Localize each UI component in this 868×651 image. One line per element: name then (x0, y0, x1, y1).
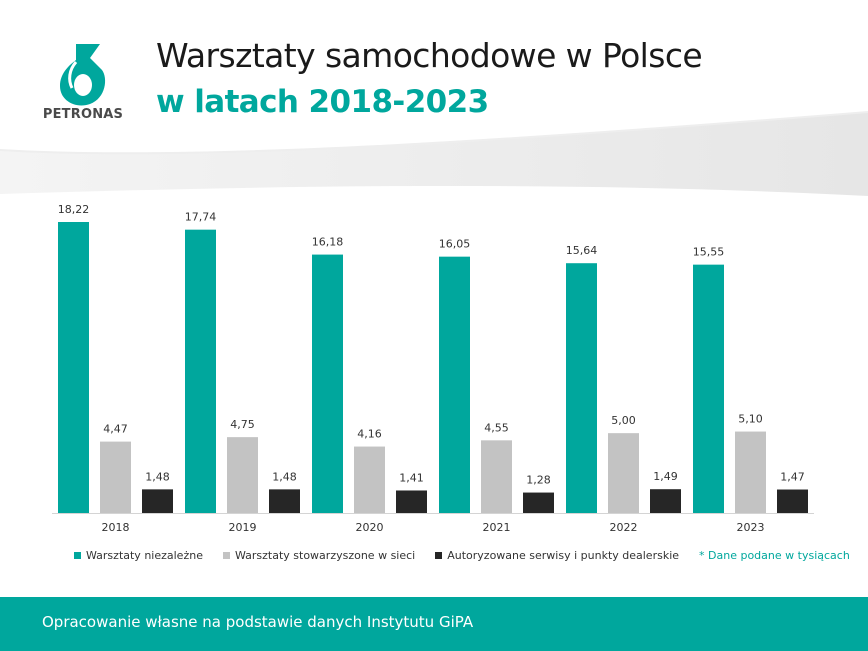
x-tick-label-2021: 2021 (483, 521, 511, 534)
chart-legend: Warsztaty niezależne Warsztaty stowarzys… (74, 549, 850, 562)
page-subtitle: w latach 2018-2023 (156, 84, 489, 120)
data-label-network-2023: 5,10 (738, 413, 763, 426)
bar-independent-2020 (312, 254, 343, 513)
data-label-independent-2018: 18,22 (58, 203, 90, 216)
bar-authorized-2019 (269, 489, 300, 513)
brand-name: PETRONAS (42, 107, 124, 122)
bar-authorized-2022 (650, 489, 681, 513)
data-label-network-2019: 4,75 (230, 418, 255, 431)
data-label-network-2021: 4,55 (484, 421, 509, 434)
x-tick-label-2020: 2020 (356, 521, 384, 534)
data-label-network-2018: 4,47 (103, 423, 128, 436)
legend-item-authorized: Autoryzowane serwisy i punkty dealerskie (435, 549, 679, 562)
legend-swatch-authorized (435, 552, 443, 559)
data-label-authorized-2018: 1,48 (145, 470, 170, 483)
bar-independent-2018 (58, 222, 89, 513)
data-label-authorized-2021: 1,28 (526, 474, 551, 487)
bar-independent-2022 (566, 263, 597, 513)
legend-item-network: Warsztaty stowarzyszone w sieci (222, 549, 416, 562)
data-label-network-2022: 5,00 (611, 414, 636, 427)
bar-independent-2023 (693, 264, 724, 513)
petronas-logo-icon (60, 44, 106, 106)
bar-network-2020 (354, 446, 385, 513)
bar-authorized-2020 (396, 490, 427, 513)
data-label-authorized-2020: 1,41 (399, 471, 424, 484)
legend-label-network: Warsztaty stowarzyszone w sieci (234, 549, 416, 562)
bar-authorized-2021 (523, 492, 554, 513)
data-label-authorized-2019: 1,48 (272, 470, 297, 483)
x-tick-label-2023: 2023 (737, 521, 765, 534)
bar-independent-2021 (439, 256, 470, 513)
source-note: Opracowanie własne na podstawie danych I… (42, 613, 474, 631)
legend-label-authorized: Autoryzowane serwisy i punkty dealerskie (447, 549, 680, 562)
data-label-independent-2023: 15,55 (693, 246, 725, 259)
data-label-independent-2019: 17,74 (185, 211, 217, 224)
units-note: * Dane podane w tysiącach (699, 549, 850, 562)
bar-network-2022 (608, 433, 639, 513)
bar-network-2018 (100, 441, 131, 513)
data-label-independent-2020: 16,18 (312, 236, 344, 249)
x-tick-label-2022: 2022 (610, 521, 638, 534)
bar-independent-2019 (185, 229, 216, 513)
data-label-authorized-2022: 1,49 (653, 470, 678, 483)
legend-item-independent: Warsztaty niezależne (74, 549, 203, 562)
legend-swatch-independent (74, 552, 81, 559)
bar-network-2021 (481, 440, 512, 513)
footer-bar: Opracowanie własne na podstawie danych I… (0, 597, 868, 651)
page-title: Warsztaty samochodowe w Polsce (156, 36, 703, 75)
bar-network-2019 (227, 437, 258, 513)
bar-network-2023 (735, 431, 766, 513)
data-label-independent-2021: 16,05 (439, 238, 471, 251)
data-label-authorized-2023: 1,47 (780, 471, 805, 484)
x-tick-label-2018: 2018 (102, 521, 130, 534)
background-swoosh (0, 111, 868, 196)
data-label-independent-2022: 15,64 (566, 244, 598, 257)
x-tick-label-2019: 2019 (229, 521, 257, 534)
legend-label-independent: Warsztaty niezależne (86, 549, 203, 562)
data-label-network-2020: 4,16 (357, 428, 382, 441)
bar-authorized-2018 (142, 489, 173, 513)
bar-chart: 18,22 4,47 1,48 2018 17,74 4,75 1,48 2019 16,18 4… (52, 203, 814, 534)
bar-authorized-2023 (777, 489, 808, 513)
legend-swatch-network (222, 552, 230, 559)
